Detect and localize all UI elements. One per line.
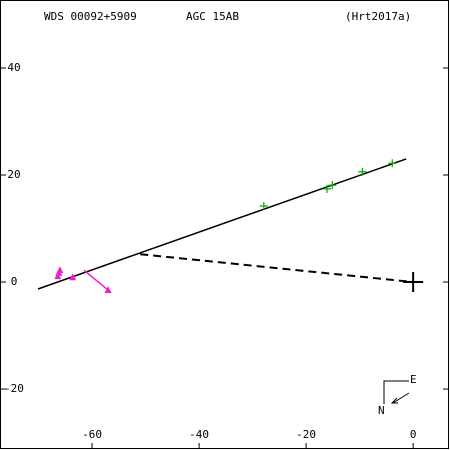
- x-tick-label: -60: [82, 428, 102, 441]
- primary-star: [403, 272, 424, 293]
- compass-east: E: [410, 373, 417, 386]
- compass-north: N: [378, 404, 385, 417]
- observation-triangle: [69, 273, 77, 281]
- observation-plus: [322, 184, 331, 193]
- compass-axes: [383, 380, 409, 404]
- y-tick-label: -20: [4, 382, 24, 395]
- observation-plus: [358, 167, 367, 176]
- observation-plus: [388, 159, 397, 168]
- y-tick-label: 0: [11, 275, 18, 288]
- compass-arrow: [392, 392, 410, 404]
- compass-arrowhead: [390, 397, 398, 404]
- chart-title: WDS 00092+5909: [44, 10, 137, 23]
- observation-plus: [259, 202, 268, 211]
- y-tick-label: 20: [7, 168, 20, 181]
- orbit-line: [83, 269, 109, 291]
- x-tick-label: -40: [189, 428, 209, 441]
- orbit-line: [37, 158, 407, 290]
- observation-triangle: [104, 286, 112, 294]
- x-tick-label: 0: [410, 428, 417, 441]
- reference: (Hrt2017a): [345, 10, 411, 23]
- chart-subtitle: AGC 15AB: [186, 10, 239, 23]
- observation-triangle: [54, 272, 62, 280]
- y-tick-label: 40: [7, 61, 20, 74]
- x-tick-label: -20: [296, 428, 316, 441]
- orbit-line: [140, 253, 414, 284]
- compass: E N: [378, 373, 417, 417]
- observation-plus: [328, 181, 337, 190]
